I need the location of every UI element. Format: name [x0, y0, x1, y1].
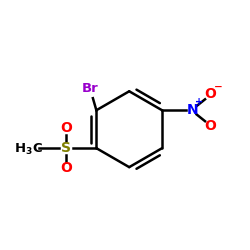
Text: O: O [60, 121, 72, 135]
Text: N: N [186, 103, 198, 117]
Text: +: + [195, 97, 203, 107]
Text: O: O [60, 162, 72, 175]
Text: O: O [204, 87, 216, 101]
Text: H: H [14, 142, 26, 155]
Text: Br: Br [82, 82, 98, 95]
Text: 3: 3 [26, 148, 32, 156]
Text: S: S [61, 141, 71, 155]
Text: C: C [32, 142, 42, 155]
Text: O: O [204, 119, 216, 133]
Text: −: − [214, 82, 223, 92]
